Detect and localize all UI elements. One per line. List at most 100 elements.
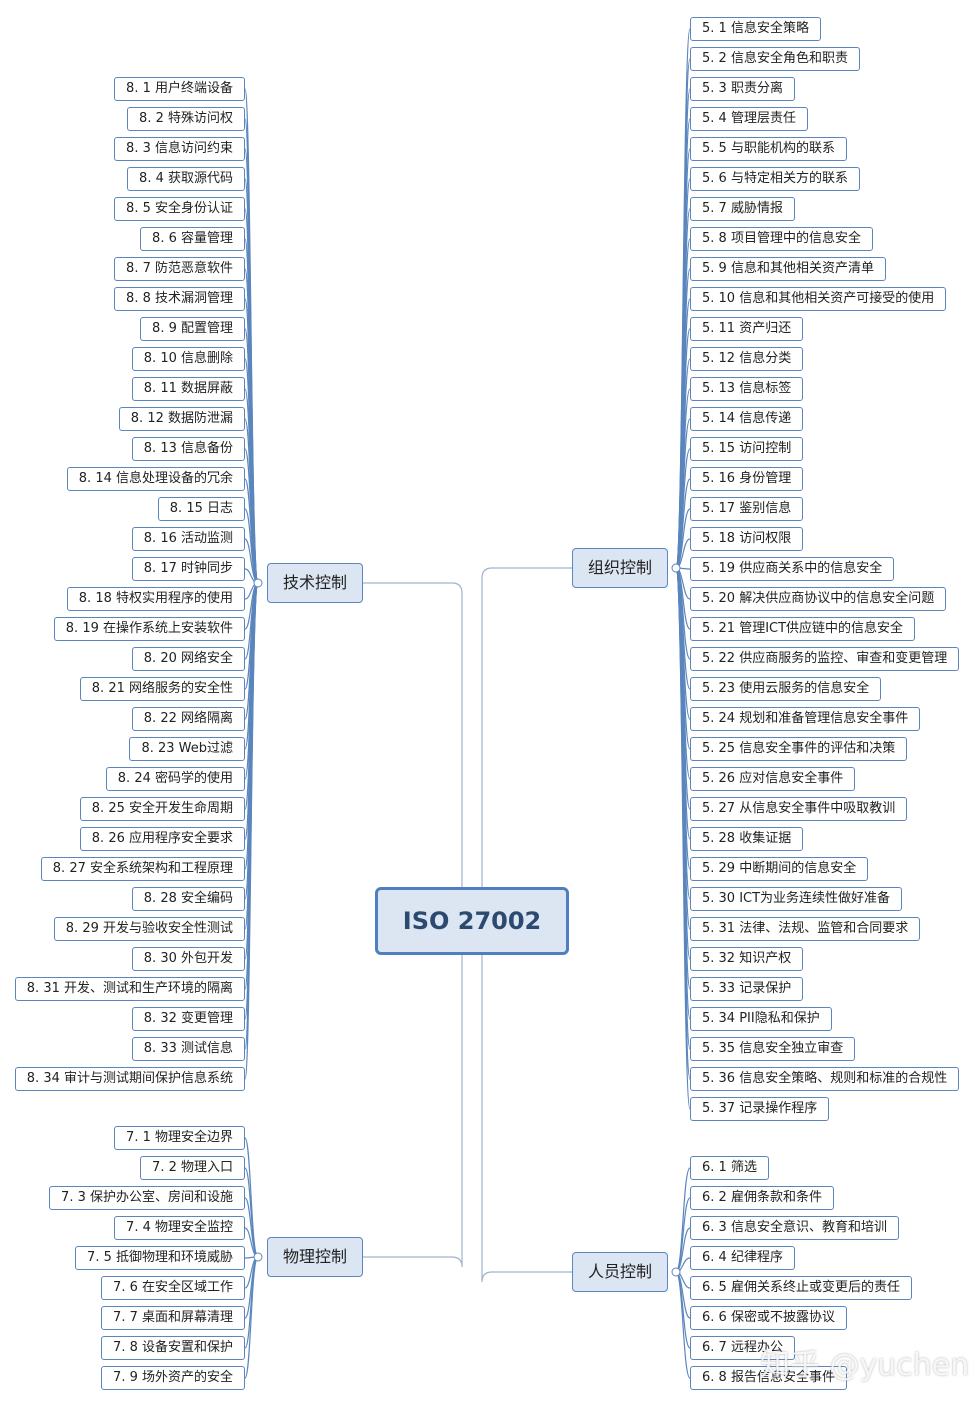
collapse-toggle[interactable]	[253, 578, 263, 588]
subtopic: 8. 22 网络隔离	[131, 707, 245, 731]
subtopic: 7. 5 抵御物理和环境威胁	[75, 1246, 245, 1270]
subtopic: 5. 18 访问权限	[690, 527, 804, 551]
subtopic: 8. 27 安全系统架构和工程原理	[40, 857, 245, 881]
subtopic: 8. 5 安全身份认证	[114, 197, 245, 221]
connector	[244, 1137, 259, 1258]
subtopic: 8. 11 数据屏蔽	[131, 377, 245, 401]
subtopic: 5. 16 身份管理	[690, 467, 804, 491]
subtopic: 8. 31 开发、测试和生产环境的隔离	[14, 977, 245, 1001]
subtopic: 8. 20 网络安全	[131, 647, 245, 671]
subtopic: 5. 34 PII隐私和保护	[690, 1007, 832, 1031]
subtopic: 8. 32 变更管理	[131, 1007, 245, 1031]
subtopic: 5. 27 从信息安全事件中吸取教训	[690, 797, 908, 821]
subtopic: 5. 2 信息安全角色和职责	[690, 47, 860, 71]
subtopic: 5. 3 职责分离	[690, 77, 795, 101]
subtopic: 5. 24 规划和准备管理信息安全事件	[690, 707, 921, 731]
collapse-toggle[interactable]	[671, 563, 681, 573]
subtopic: 6. 7 远程办公	[690, 1336, 795, 1360]
subtopic: 7. 1 物理安全边界	[114, 1126, 245, 1150]
subtopic: 5. 30 ICT为业务连续性做好准备	[690, 887, 903, 911]
subtopic: 6. 4 纪律程序	[690, 1246, 795, 1270]
subtopic: 8. 13 信息备份	[131, 437, 245, 461]
subtopic: 5. 11 资产归还	[690, 317, 804, 341]
subtopic: 8. 21 网络服务的安全性	[79, 677, 245, 701]
subtopic: 8. 7 防范恶意软件	[114, 257, 245, 281]
subtopic: 5. 28 收集证据	[690, 827, 804, 851]
connector	[675, 567, 691, 1110]
subtopic: 8. 2 特殊访问权	[127, 107, 245, 131]
subtopic: 6. 8 报告信息安全事件	[690, 1366, 847, 1390]
subtopic: 5. 22 供应商服务的监控、审查和变更管理	[690, 647, 960, 671]
subtopic: 6. 1 筛选	[690, 1156, 769, 1180]
connector	[675, 1167, 691, 1273]
subtopic: 8. 24 密码学的使用	[105, 767, 245, 791]
subtopic: 8. 33 测试信息	[131, 1037, 245, 1061]
subtopic: 7. 2 物理入口	[140, 1156, 245, 1180]
subtopic: 5. 29 中断期间的信息安全	[690, 857, 869, 881]
subtopic: 5. 26 应对信息安全事件	[690, 767, 856, 791]
subtopic: 7. 4 物理安全监控	[114, 1216, 245, 1240]
subtopic: 7. 8 设备安置和保护	[101, 1336, 245, 1360]
subtopic: 8. 17 时钟同步	[131, 557, 245, 581]
subtopic: 5. 32 知识产权	[690, 947, 804, 971]
collapse-toggle[interactable]	[671, 1267, 681, 1277]
subtopic: 7. 7 桌面和屏幕清理	[101, 1306, 245, 1330]
connector	[481, 921, 572, 1283]
connector	[363, 582, 463, 921]
subtopic: 5. 36 信息安全策略、规则和标准的合规性	[690, 1067, 960, 1091]
connector	[675, 1197, 691, 1273]
subtopic: 5. 21 管理ICT供应链中的信息安全	[690, 617, 916, 641]
subtopic: 8. 16 活动监测	[131, 527, 245, 551]
subtopic: 8. 18 特权实用程序的使用	[66, 587, 245, 611]
subtopic: 5. 8 项目管理中的信息安全	[690, 227, 873, 251]
subtopic: 8. 10 信息删除	[131, 347, 245, 371]
watermark: 知乎 @yuchen	[760, 1348, 970, 1383]
subtopic: 5. 10 信息和其他相关资产可接受的使用	[690, 287, 947, 311]
subtopic: 8. 25 安全开发生命周期	[79, 797, 245, 821]
connector	[244, 582, 259, 1080]
branch-topic: 技术控制	[267, 563, 363, 603]
subtopic: 8. 34 审计与测试期间保护信息系统	[14, 1067, 245, 1091]
subtopic: 8. 1 用户终端设备	[114, 77, 245, 101]
subtopic: 8. 8 技术漏洞管理	[114, 287, 245, 311]
subtopic: 7. 9 场外资产的安全	[101, 1366, 245, 1390]
subtopic: 5. 5 与职能机构的联系	[690, 137, 847, 161]
connector	[481, 567, 572, 921]
subtopic: 6. 5 雇佣关系终止或变更后的责任	[690, 1276, 912, 1300]
subtopic: 5. 4 管理层责任	[690, 107, 808, 131]
subtopic: 7. 6 在安全区域工作	[101, 1276, 245, 1300]
subtopic: 5. 23 使用云服务的信息安全	[690, 677, 882, 701]
subtopic: 6. 2 雇佣条款和条件	[690, 1186, 834, 1210]
collapse-toggle[interactable]	[253, 1252, 263, 1262]
branch-topic: 人员控制	[572, 1252, 668, 1292]
connector	[244, 1256, 259, 1379]
subtopic: 5. 35 信息安全独立审查	[690, 1037, 856, 1061]
subtopic: 5. 17 鉴别信息	[690, 497, 804, 521]
central-topic: ISO 27002	[375, 887, 569, 955]
subtopic: 6. 6 保密或不披露协议	[690, 1306, 847, 1330]
subtopic: 5. 31 法律、法规、监管和合同要求	[690, 917, 921, 941]
subtopic: 8. 6 容量管理	[140, 227, 245, 251]
subtopic: 8. 23 Web过滤	[129, 737, 245, 761]
subtopic: 8. 26 应用程序安全要求	[79, 827, 245, 851]
branch-topic: 物理控制	[267, 1237, 363, 1277]
subtopic: 7. 3 保护办公室、房间和设施	[49, 1186, 245, 1210]
subtopic: 8. 28 安全编码	[131, 887, 245, 911]
subtopic: 5. 1 信息安全策略	[690, 17, 821, 41]
branch-topic: 组织控制	[572, 548, 668, 588]
subtopic: 5. 37 记录操作程序	[690, 1097, 830, 1121]
subtopic: 8. 15 日志	[157, 497, 245, 521]
subtopic: 8. 14 信息处理设备的冗余	[66, 467, 245, 491]
subtopic: 5. 15 访问控制	[690, 437, 804, 461]
connector	[363, 921, 463, 1268]
subtopic: 5. 6 与特定相关方的联系	[690, 167, 860, 191]
subtopic: 5. 13 信息标签	[690, 377, 804, 401]
subtopic: 5. 25 信息安全事件的评估和决策	[690, 737, 908, 761]
subtopic: 5. 33 记录保护	[690, 977, 804, 1001]
subtopic: 8. 3 信息访问约束	[114, 137, 245, 161]
subtopic: 6. 3 信息安全意识、教育和培训	[690, 1216, 899, 1240]
subtopic: 5. 14 信息传递	[690, 407, 804, 431]
connector	[675, 1271, 691, 1349]
